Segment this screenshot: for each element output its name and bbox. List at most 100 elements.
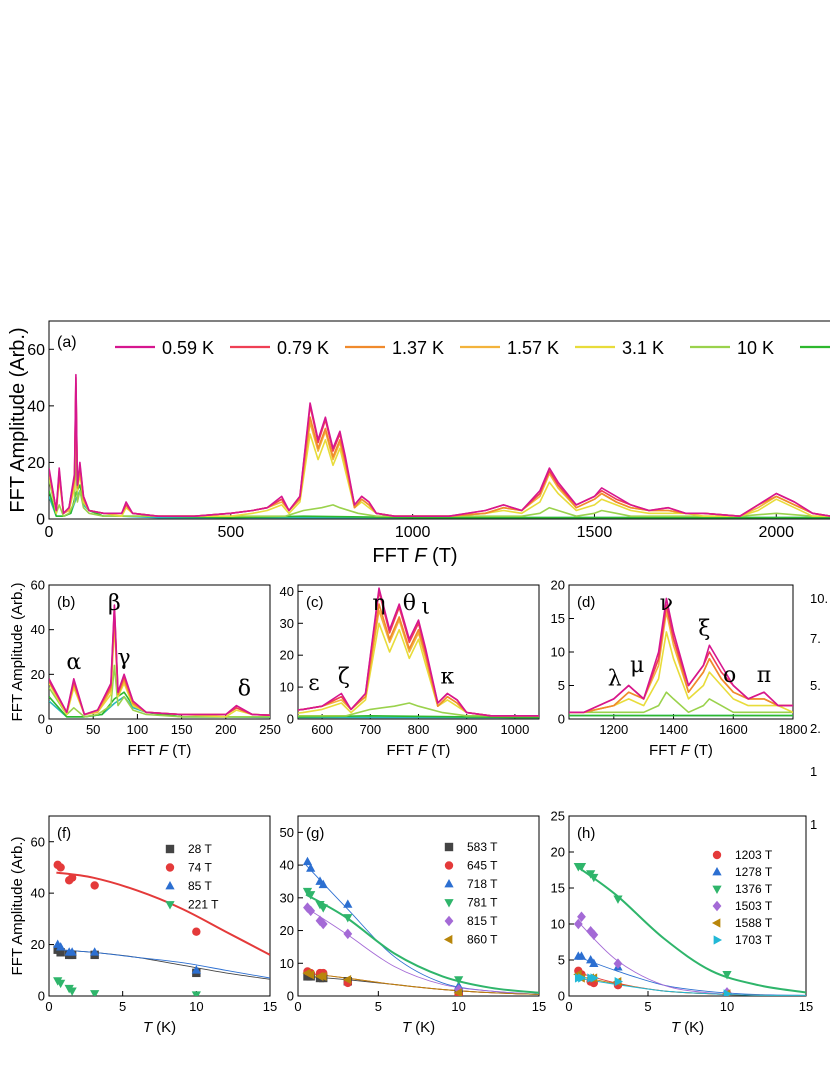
legend-label: 815 T xyxy=(467,914,498,928)
data-point xyxy=(576,951,587,960)
peak-label: α xyxy=(66,650,81,675)
x-tick-label: 0 xyxy=(45,722,52,737)
legend-label: 860 T xyxy=(467,933,498,947)
plot-frame xyxy=(568,815,807,997)
legend-label: 583 T xyxy=(467,840,498,854)
data-point xyxy=(589,873,599,883)
data-point xyxy=(343,899,353,908)
panel-label: (b) xyxy=(57,594,75,611)
y-tick-label: 0 xyxy=(287,989,294,1004)
panel-label: (d) xyxy=(577,594,595,611)
panel-b-lines xyxy=(49,604,270,719)
series-line-1.57-K xyxy=(49,390,830,518)
y-tick-label: 1 xyxy=(810,764,817,779)
data-point xyxy=(454,976,464,985)
x-tick-label: 15 xyxy=(799,999,813,1014)
series-line-1.37-K xyxy=(49,610,270,716)
data-point xyxy=(711,918,721,928)
y-tick-label: 0 xyxy=(38,712,45,727)
x-tick-label: 500 xyxy=(217,524,244,541)
y-tick-label: 20 xyxy=(551,578,565,593)
y-tick-label: 1 xyxy=(810,817,817,832)
x-tick-label: 250 xyxy=(259,722,281,737)
x-tick-label: 5 xyxy=(644,999,651,1014)
x-axis-label: FFT F (T) xyxy=(649,742,713,759)
x-tick-label: 0 xyxy=(45,524,54,541)
panel-e-partial: 10. 7. 5. 2. 1 1 xyxy=(810,591,828,832)
fit-curve xyxy=(576,955,806,996)
panel-label: (h) xyxy=(577,825,595,842)
x-tick-label: 0 xyxy=(294,999,301,1014)
legend-label: 1.37 K xyxy=(392,338,444,358)
y-tick-label: 0 xyxy=(36,512,45,529)
x-tick-label: 2000 xyxy=(758,524,794,541)
x-axis-label: T (K) xyxy=(671,1019,704,1036)
panel-h: 0 5 10 15 0 5 10 15 20 25 (h) T (K) 1203 T 1278 T 1376… xyxy=(551,809,814,1036)
x-tick-label: 700 xyxy=(359,722,381,737)
panel-d: 1200 1400 1600 1800 0 5 10 15 20 (d) FFT F (T) λμ νξ… xyxy=(551,578,808,759)
peak-label: μ xyxy=(630,653,644,678)
plot-frame xyxy=(297,815,540,997)
y-axis-label: FFT Amplitude (Arb.) xyxy=(9,837,26,976)
y-tick-label: 40 xyxy=(27,398,45,415)
fit-curve xyxy=(576,977,806,996)
data-point xyxy=(443,934,453,945)
legend-label: 221 T xyxy=(188,898,219,912)
x-tick-label: 10 xyxy=(720,999,734,1014)
x-tick-label: 1200 xyxy=(599,722,628,737)
y-tick-label: 40 xyxy=(280,584,294,599)
peak-label: β xyxy=(108,591,121,616)
data-point xyxy=(577,911,586,923)
y-tick-label: 30 xyxy=(280,890,294,905)
legend-label: 1588 T xyxy=(735,916,773,930)
data-point xyxy=(613,958,623,969)
x-axis-label: FFT F (T) xyxy=(372,545,457,567)
panel-g: 0 5 10 15 0 10 20 30 40 50 (g) T (K) 583 T 645 T 718 T… xyxy=(280,815,546,1036)
x-axis-label: T (K) xyxy=(402,1019,435,1036)
legend-label: 1376 T xyxy=(735,882,773,896)
y-tick-label: 5 xyxy=(558,678,565,693)
data-point xyxy=(302,856,313,866)
legend-label: 645 T xyxy=(467,859,498,873)
panel-label: (g) xyxy=(306,825,324,842)
y-tick-label: 10. xyxy=(810,591,828,606)
y-tick-label: 20 xyxy=(280,648,294,663)
x-tick-label: 900 xyxy=(456,722,478,737)
data-point xyxy=(165,901,175,910)
series-line-0.79-K xyxy=(569,604,793,714)
peak-label: π xyxy=(757,663,771,688)
fit-curve xyxy=(305,972,539,995)
y-tick-label: 7. xyxy=(810,631,821,646)
data-point xyxy=(56,948,65,957)
fit-curve xyxy=(305,893,539,994)
data-point xyxy=(318,918,328,930)
y-tick-label: 10 xyxy=(551,917,565,932)
y-tick-label: 25 xyxy=(551,809,565,824)
series-line-0.79-K xyxy=(298,590,539,717)
data-point xyxy=(722,971,732,980)
panel-c-lines xyxy=(298,587,539,719)
fit-curve xyxy=(305,864,539,995)
legend-label: 0.59 K xyxy=(162,338,214,358)
y-tick-label: 20 xyxy=(31,667,45,682)
data-point xyxy=(318,879,328,889)
data-point xyxy=(67,873,77,882)
fit-curve xyxy=(305,907,539,995)
series-line-3.1-K xyxy=(569,631,793,714)
peak-label: ξ xyxy=(698,616,710,641)
panel-h-content xyxy=(573,863,806,996)
x-axis-label: T (K) xyxy=(143,1019,176,1036)
peak-label: ι xyxy=(421,594,430,619)
data-point xyxy=(343,928,353,940)
y-tick-label: 15 xyxy=(551,881,565,896)
y-tick-label: 60 xyxy=(31,834,45,849)
data-point xyxy=(590,973,599,983)
data-point xyxy=(191,965,201,974)
y-axis-label: FFT Amplitude (Arb.) xyxy=(9,583,26,722)
y-tick-label: 10 xyxy=(280,680,294,695)
peak-label: δ xyxy=(238,677,251,702)
panel-c: 600 700 800 900 1000 0 10 20 30 40 (c) FFT F (T) ε ζ η… xyxy=(280,584,540,759)
y-tick-label: 0 xyxy=(558,712,565,727)
data-point xyxy=(444,878,454,888)
y-tick-label: 0 xyxy=(38,989,45,1004)
